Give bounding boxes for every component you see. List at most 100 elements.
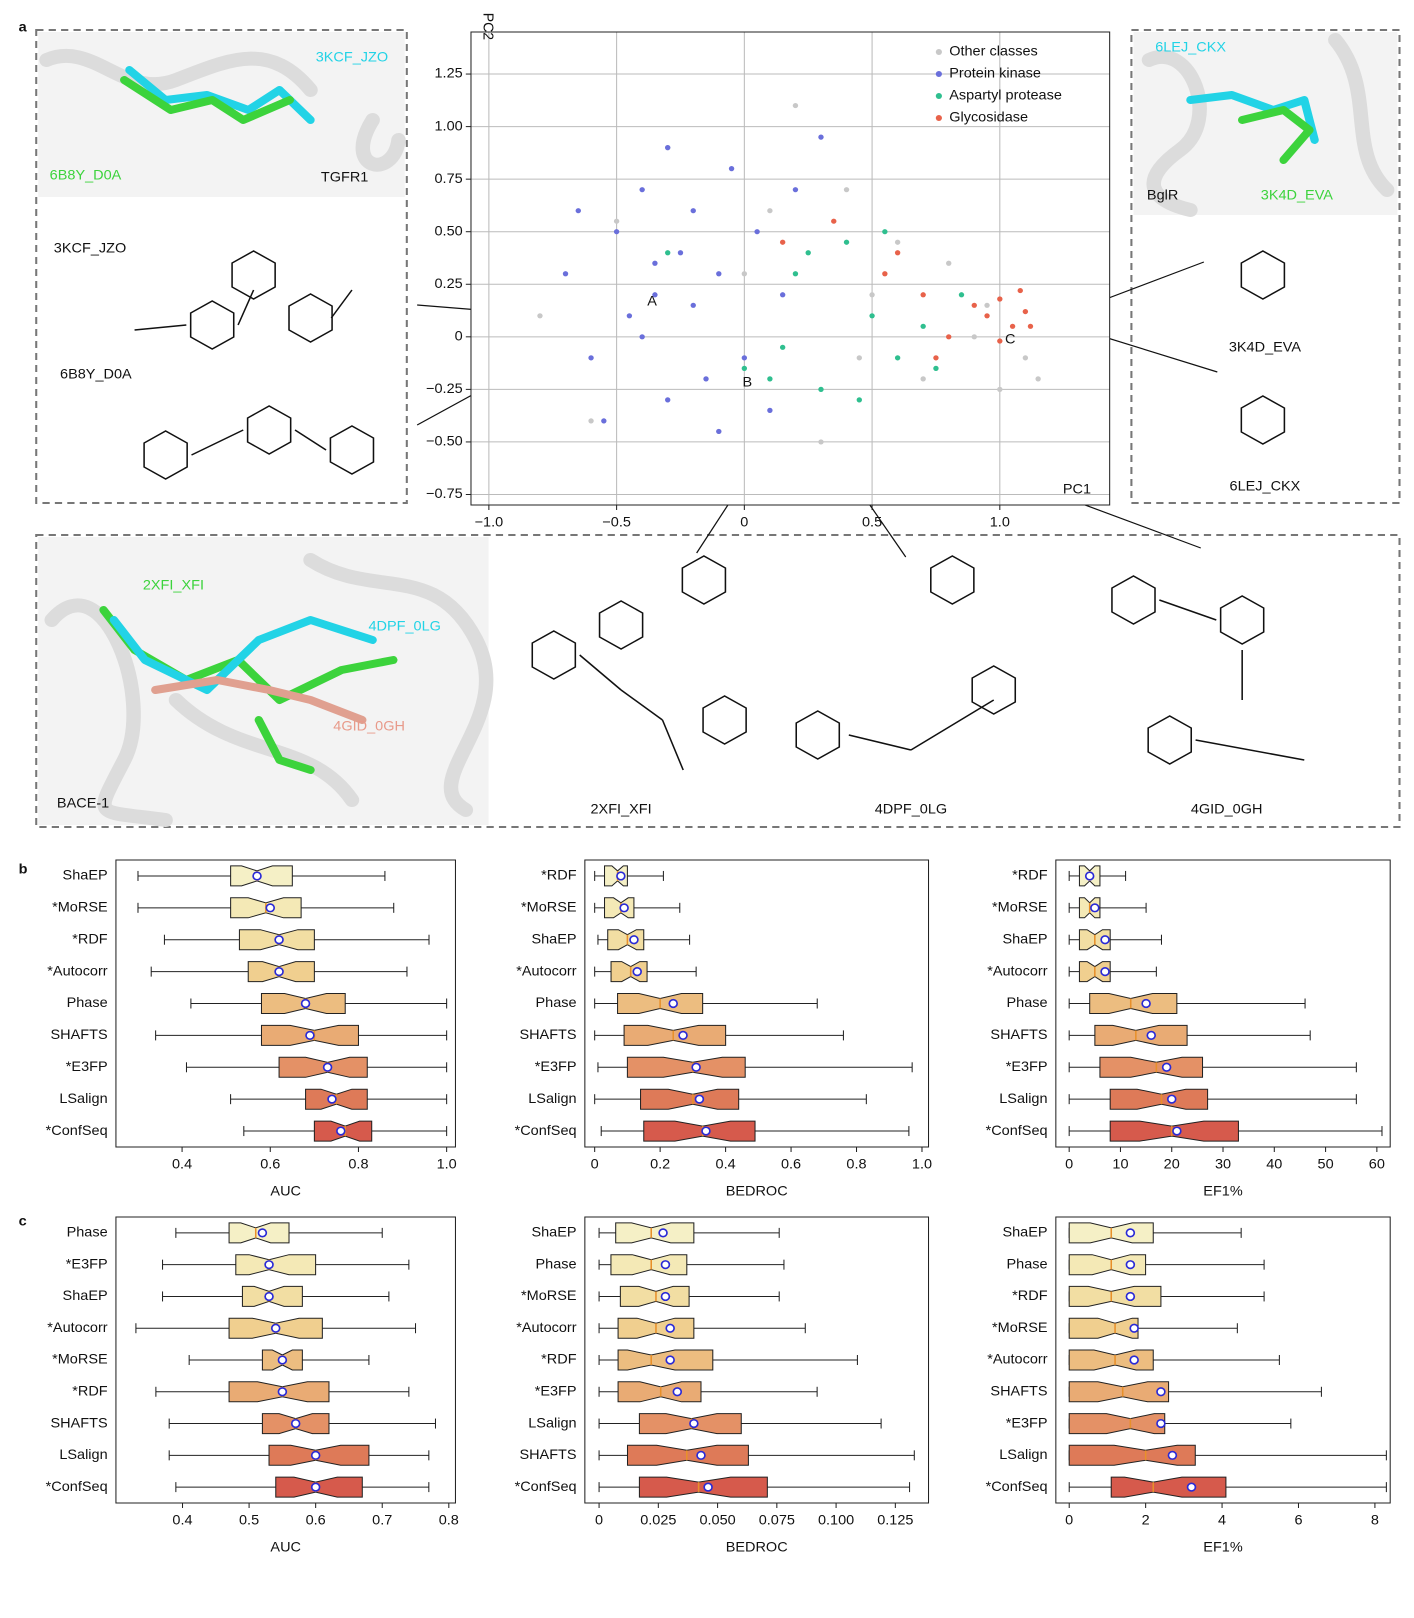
- point: [779, 344, 786, 350]
- category-label: Phase: [67, 995, 108, 1011]
- category-label: ShaEP: [1002, 932, 1047, 948]
- ring: [288, 293, 333, 343]
- mean: [694, 1094, 705, 1104]
- point: [677, 250, 684, 256]
- category-label: *E3FP: [1006, 1059, 1048, 1075]
- point: [779, 239, 786, 245]
- figure-label: a: [19, 20, 27, 36]
- mean: [290, 1418, 301, 1429]
- category-label: *E3FP: [1006, 1415, 1048, 1431]
- category-label: *MoRSE: [52, 900, 108, 916]
- category-label: *RDF: [72, 932, 108, 948]
- point: [856, 355, 862, 361]
- point: [920, 292, 926, 298]
- y-tick-label: 0.25: [435, 276, 463, 292]
- point: [920, 323, 926, 329]
- point: [831, 218, 837, 224]
- ring: [189, 300, 235, 350]
- box: [1109, 1088, 1209, 1110]
- plot-frame: [1055, 1216, 1391, 1504]
- structure-label: 4DPF_0LG: [875, 802, 947, 818]
- structure-label: 6B8Y_D0A: [50, 168, 122, 184]
- x-tick-label: 0.6: [781, 1157, 801, 1173]
- mean: [257, 1228, 268, 1238]
- category-label: LSalign: [59, 1091, 107, 1107]
- box: [1068, 1413, 1166, 1435]
- box: [640, 1088, 740, 1110]
- box: [604, 865, 628, 887]
- box: [626, 1056, 746, 1078]
- category-label: SHAFTS: [519, 1447, 576, 1463]
- box: [1094, 1024, 1188, 1046]
- point: [588, 355, 594, 361]
- point: [703, 376, 709, 382]
- mean: [300, 998, 311, 1009]
- point: [665, 250, 671, 256]
- panel-box: [35, 534, 1401, 828]
- category-label: *ConfSeq: [46, 1479, 108, 1495]
- x-tick-label: 0.075: [759, 1513, 795, 1529]
- x-tick-label: 60: [1369, 1157, 1385, 1173]
- point: [652, 292, 658, 298]
- point: [946, 334, 952, 340]
- ring: [329, 425, 375, 475]
- x-axis-label: PC1: [1063, 482, 1091, 498]
- point: [1035, 376, 1041, 382]
- bond: [579, 654, 622, 691]
- box: [235, 1254, 317, 1276]
- mean: [322, 1062, 333, 1072]
- category-label: *Autocorr: [516, 964, 577, 980]
- legend-label: Glycosidase: [949, 110, 1028, 126]
- mean: [619, 903, 629, 913]
- structure-label: BACE-1: [57, 796, 109, 812]
- x-tick-label: 0.4: [172, 1157, 192, 1173]
- point: [920, 376, 926, 382]
- ring: [1240, 250, 1286, 300]
- point: [690, 208, 696, 214]
- plot-frame: [470, 31, 1111, 506]
- box: [1089, 993, 1178, 1014]
- mean: [703, 1482, 713, 1492]
- y-tick-label: −0.25: [426, 381, 463, 397]
- category-label: *MoRSE: [992, 900, 1048, 916]
- point: [818, 134, 824, 140]
- mean: [1156, 1418, 1166, 1429]
- point: [1022, 355, 1029, 361]
- point: [1009, 323, 1016, 329]
- structure-label: 3K4D_EVA: [1229, 340, 1302, 356]
- bond: [848, 734, 912, 751]
- mean: [1167, 1450, 1178, 1460]
- category-label: Phase: [67, 1225, 108, 1241]
- point: [665, 397, 671, 403]
- point: [741, 365, 748, 371]
- category-label: LSalign: [59, 1447, 107, 1463]
- category-label: *RDF: [72, 1384, 108, 1400]
- plot-frame: [115, 859, 456, 1148]
- mean: [1186, 1482, 1197, 1492]
- ring: [795, 710, 841, 760]
- x-tick-label: 0.8: [846, 1157, 866, 1173]
- structure-label: 4DPF_0LG: [369, 619, 441, 635]
- x-tick-label: 0.5: [862, 515, 882, 531]
- point: [869, 292, 875, 298]
- box: [643, 1120, 756, 1142]
- category-label: *E3FP: [535, 1384, 577, 1400]
- mean: [310, 1482, 321, 1492]
- category-label: *RDF: [1012, 1288, 1048, 1304]
- category-label: *E3FP: [66, 1257, 108, 1273]
- x-tick-label: 4: [1218, 1513, 1226, 1529]
- mean: [632, 967, 642, 977]
- legend-label: Other classes: [949, 44, 1038, 60]
- x-tick-label: 40: [1266, 1157, 1282, 1173]
- mean: [660, 1291, 671, 1302]
- point: [805, 250, 811, 256]
- point: [997, 296, 1003, 302]
- y-tick-label: −0.50: [426, 434, 463, 450]
- x-tick-label: −1.0: [475, 515, 504, 531]
- category-label: Phase: [1006, 1257, 1047, 1273]
- point: [588, 418, 594, 424]
- category-label: SHAFTS: [990, 1027, 1047, 1043]
- y-axis-label: PC2: [480, 13, 496, 40]
- point: [894, 250, 901, 256]
